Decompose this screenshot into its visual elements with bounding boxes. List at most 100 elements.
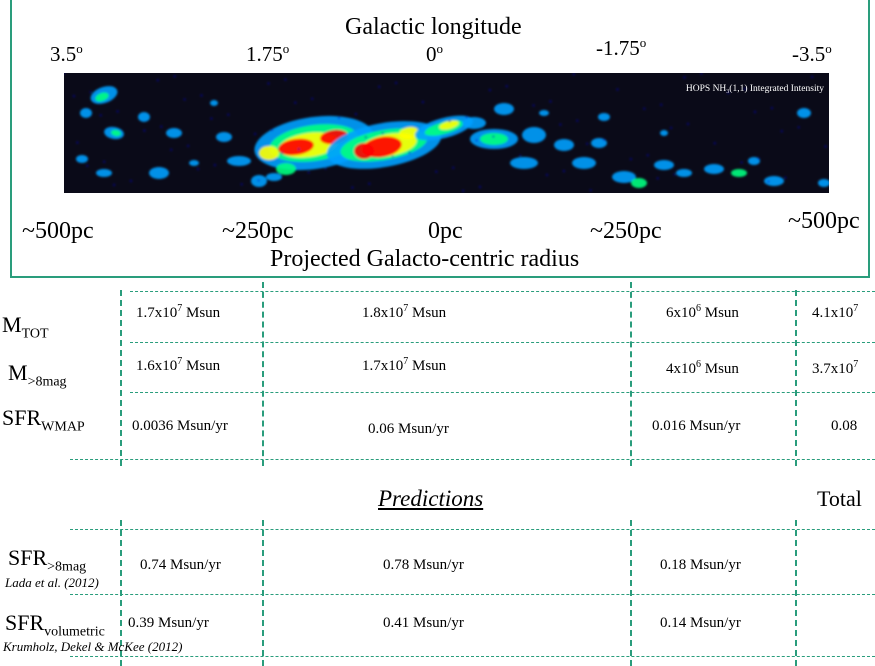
noise-speck	[364, 136, 367, 139]
emission-blob	[676, 169, 692, 177]
noise-speck	[89, 91, 92, 94]
table-cell: 0.06 Msun/yr	[368, 421, 449, 437]
column-divider	[120, 290, 122, 466]
emission-blob	[631, 178, 647, 188]
emission-blob	[612, 171, 636, 183]
noise-speck	[381, 132, 384, 135]
row-divider	[130, 342, 875, 343]
noise-speck	[213, 163, 217, 167]
emission-blob	[259, 146, 279, 160]
noise-speck	[378, 85, 381, 88]
table-cell: 1.7x107 Msun	[362, 356, 447, 375]
noise-speck	[270, 128, 274, 132]
radius-label-4: ~250pc	[590, 218, 662, 244]
table-cell: 6x106 Msun	[666, 303, 739, 322]
noise-speck	[391, 155, 394, 158]
emission-blob	[480, 133, 508, 145]
noise-speck	[354, 112, 358, 116]
row-divider	[70, 594, 875, 595]
noise-speck	[660, 103, 663, 106]
noise-speck	[421, 100, 425, 104]
noise-speck	[461, 189, 465, 193]
column-divider	[120, 520, 122, 666]
total-label: Total	[817, 486, 862, 511]
noise-speck	[713, 142, 716, 145]
table-cell: 1.7x107 Msun	[136, 303, 221, 322]
table-cell: 4x106 Msun	[666, 359, 739, 378]
noise-speck	[64, 73, 66, 75]
column-divider	[630, 520, 632, 666]
row-divider	[70, 656, 875, 657]
noise-speck	[810, 75, 814, 79]
emission-blob	[278, 138, 314, 156]
emission-blob	[399, 126, 419, 140]
noise-speck	[643, 107, 646, 110]
noise-speck	[683, 76, 686, 79]
noise-speck	[475, 139, 478, 142]
noise-speck	[465, 116, 468, 119]
noise-speck	[616, 88, 619, 91]
radius-label-5: ~500pc	[788, 208, 860, 234]
noise-speck	[572, 73, 575, 76]
emission-blob	[818, 179, 829, 187]
noise-speck	[337, 116, 341, 120]
row-label-sfr-wmap: SFRWMAP	[2, 405, 85, 435]
noise-speck	[559, 123, 562, 126]
table-cell: 0.39 Msun/yr	[128, 615, 209, 631]
noise-speck	[700, 73, 703, 75]
emission-blob	[80, 108, 92, 118]
column-divider	[262, 520, 264, 666]
noise-speck	[408, 151, 411, 154]
emission-blob	[354, 143, 374, 159]
noise-speck	[143, 129, 146, 132]
noise-speck	[351, 186, 354, 189]
map-panel-frame	[10, 0, 870, 278]
noise-speck	[448, 120, 451, 123]
radius-label-3: 0pc	[428, 218, 463, 244]
emission-blob	[266, 173, 282, 181]
emission-blob	[660, 130, 668, 136]
noise-speck	[435, 170, 438, 173]
noise-speck	[602, 138, 606, 142]
table-cell: 0.41 Msun/yr	[383, 615, 464, 631]
map-label: HOPS NH3(1,1) Integrated Intensity	[686, 83, 824, 95]
citation-lada: Lada et al. (2012)	[5, 575, 99, 590]
noise-speck	[173, 75, 176, 78]
radius-label-2: ~250pc	[222, 218, 294, 244]
noise-speck	[294, 101, 297, 104]
emission-blob	[591, 138, 607, 148]
noise-speck	[267, 82, 270, 85]
emission-blob	[731, 169, 747, 177]
noise-speck	[767, 180, 770, 183]
noise-speck	[589, 189, 592, 192]
noise-speck	[284, 78, 287, 81]
column-divider	[262, 282, 264, 466]
longitude-tick-4: -1.75o	[596, 35, 647, 60]
radius-label-1: ~500pc	[22, 218, 94, 244]
emission-blob	[149, 167, 169, 179]
noise-speck	[253, 132, 257, 136]
emission-blob	[572, 157, 596, 169]
noise-speck	[324, 167, 327, 170]
row-label-sfr-volumetric: SFRvolumetric	[5, 610, 105, 640]
emission-blob	[797, 108, 811, 118]
noise-speck	[394, 81, 398, 85]
row-label-sfr-8mag: SFR>8mag	[8, 545, 87, 575]
table-cell: 0.0036 Msun/yr	[132, 418, 228, 434]
emission-blob	[494, 103, 514, 115]
intensity-map: HOPS NH3(1,1) Integrated Intensity	[64, 73, 829, 193]
noise-speck	[545, 173, 549, 177]
row-divider	[130, 392, 875, 393]
emission-blob	[522, 127, 546, 143]
row-label-mtot: MTOT	[2, 312, 49, 342]
emission-blob	[96, 169, 112, 177]
noise-speck	[562, 169, 566, 173]
longitude-tick-5: -3.5o	[792, 41, 832, 66]
row-divider	[130, 291, 875, 292]
radius-title: Projected Galacto-centric radius	[270, 246, 580, 272]
emission-blob	[539, 110, 549, 116]
noise-speck	[116, 110, 119, 113]
table-cell: 0.08	[831, 418, 858, 434]
table-cell: 0.14 Msun/yr	[660, 615, 741, 631]
row-divider	[70, 529, 875, 530]
